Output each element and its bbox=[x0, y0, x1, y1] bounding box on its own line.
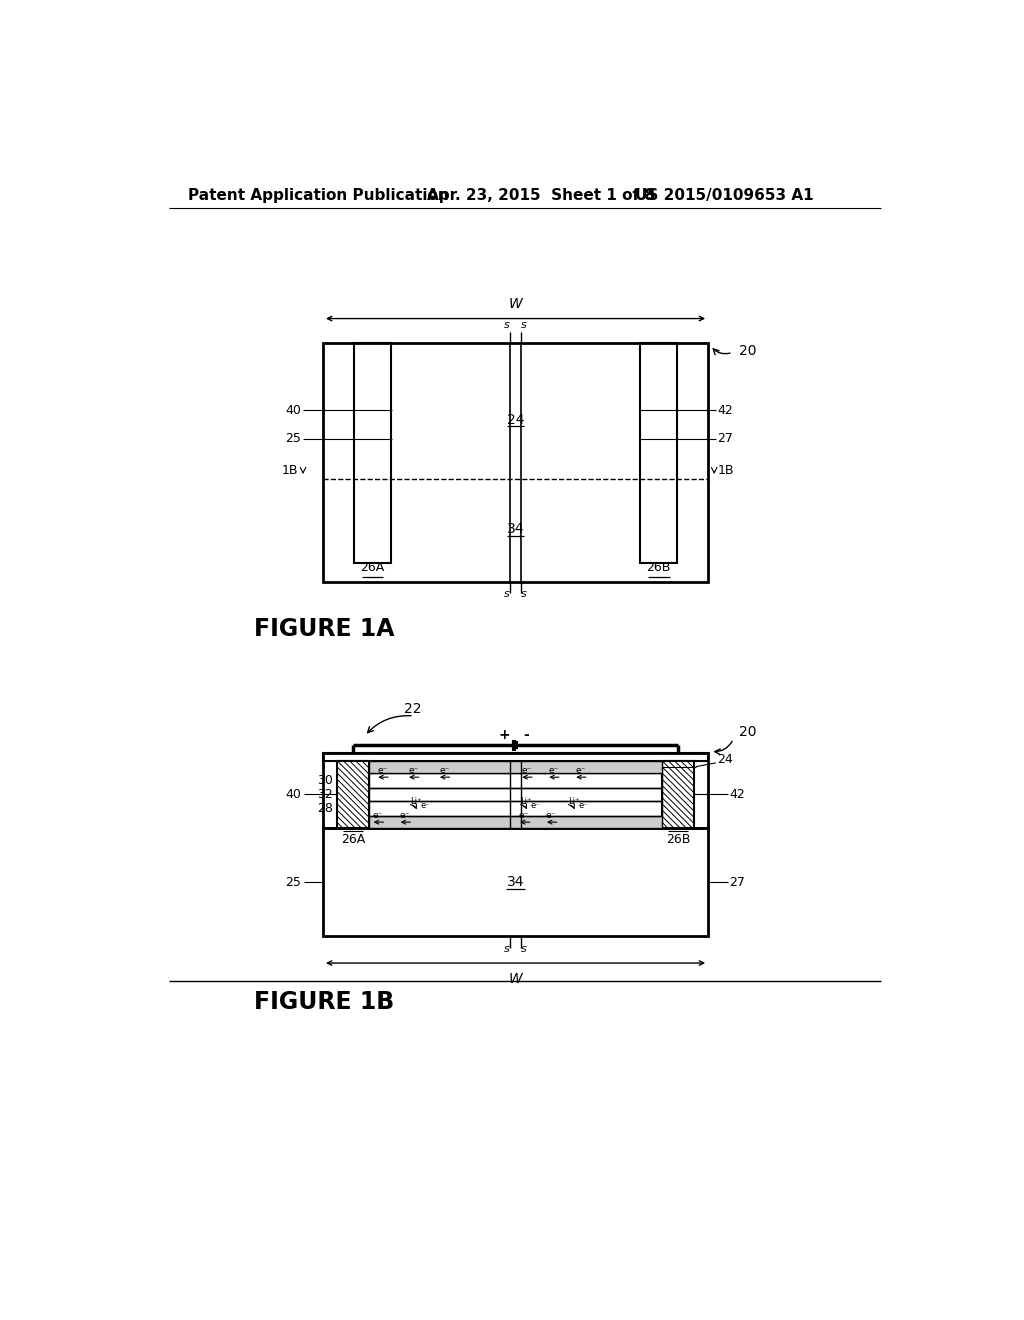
Text: e⁻: e⁻ bbox=[399, 812, 410, 820]
Text: W: W bbox=[509, 297, 522, 312]
Text: s: s bbox=[504, 944, 510, 953]
Text: e⁻: e⁻ bbox=[439, 767, 450, 775]
Text: 40: 40 bbox=[286, 788, 301, 801]
Text: e⁻: e⁻ bbox=[373, 812, 383, 820]
Bar bbox=[370, 800, 662, 816]
Text: 27: 27 bbox=[717, 432, 733, 445]
Text: 26B: 26B bbox=[666, 833, 690, 846]
Text: s: s bbox=[521, 319, 527, 330]
Text: e⁻: e⁻ bbox=[531, 800, 541, 809]
Bar bbox=[323, 829, 708, 936]
Text: 30: 30 bbox=[317, 774, 333, 787]
Text: 24: 24 bbox=[507, 413, 524, 426]
Text: e⁻: e⁻ bbox=[546, 812, 556, 820]
Text: 42: 42 bbox=[730, 788, 745, 801]
Text: 1B: 1B bbox=[717, 463, 734, 477]
Bar bbox=[337, 760, 370, 829]
Bar bbox=[323, 752, 708, 829]
Text: s: s bbox=[504, 319, 510, 330]
Text: s: s bbox=[521, 589, 527, 599]
Text: +: + bbox=[499, 729, 511, 742]
Text: -: - bbox=[523, 729, 529, 742]
Text: e⁻: e⁻ bbox=[549, 767, 559, 775]
Text: e⁻: e⁻ bbox=[579, 800, 589, 809]
Bar bbox=[354, 343, 391, 562]
Text: 42: 42 bbox=[717, 404, 733, 417]
Text: 32: 32 bbox=[317, 788, 333, 801]
Bar bbox=[323, 343, 708, 582]
Text: FIGURE 1B: FIGURE 1B bbox=[254, 990, 394, 1014]
Text: e⁻: e⁻ bbox=[522, 767, 532, 775]
Text: e⁻: e⁻ bbox=[421, 800, 430, 809]
Text: 28: 28 bbox=[317, 801, 333, 814]
Text: 34: 34 bbox=[507, 875, 524, 890]
Text: 25: 25 bbox=[286, 875, 301, 888]
Bar bbox=[370, 788, 662, 800]
Text: Apr. 23, 2015  Sheet 1 of 8: Apr. 23, 2015 Sheet 1 of 8 bbox=[427, 187, 655, 203]
Text: Patent Application Publication: Patent Application Publication bbox=[188, 187, 450, 203]
Bar bbox=[370, 760, 662, 774]
Text: 20: 20 bbox=[739, 725, 757, 739]
Text: Li⁺: Li⁺ bbox=[568, 797, 580, 805]
Text: 34: 34 bbox=[507, 523, 524, 536]
Text: 40: 40 bbox=[286, 404, 301, 417]
Text: e⁻: e⁻ bbox=[575, 767, 586, 775]
Text: e⁻: e⁻ bbox=[409, 767, 419, 775]
Text: s: s bbox=[521, 944, 527, 953]
Text: 25: 25 bbox=[286, 432, 301, 445]
Text: 26B: 26B bbox=[646, 561, 671, 574]
Text: Li⁺: Li⁺ bbox=[520, 797, 531, 805]
Text: e⁻: e⁻ bbox=[378, 767, 388, 775]
Text: FIGURE 1A: FIGURE 1A bbox=[254, 616, 394, 640]
Bar bbox=[370, 774, 662, 788]
Text: 27: 27 bbox=[730, 875, 745, 888]
Text: s: s bbox=[504, 589, 510, 599]
Text: US 2015/0109653 A1: US 2015/0109653 A1 bbox=[635, 187, 813, 203]
Bar bbox=[323, 752, 708, 760]
Bar bbox=[370, 816, 662, 829]
Text: 24: 24 bbox=[717, 752, 733, 766]
Bar bbox=[662, 760, 694, 829]
Text: 26A: 26A bbox=[360, 561, 384, 574]
Text: W: W bbox=[509, 973, 522, 986]
Text: e⁻: e⁻ bbox=[519, 812, 529, 820]
Text: 20: 20 bbox=[739, 343, 757, 358]
Text: 22: 22 bbox=[403, 702, 422, 715]
Text: 1B: 1B bbox=[282, 463, 298, 477]
Text: Li⁺: Li⁺ bbox=[410, 797, 422, 805]
Bar bbox=[640, 343, 677, 562]
Text: 26A: 26A bbox=[341, 833, 366, 846]
